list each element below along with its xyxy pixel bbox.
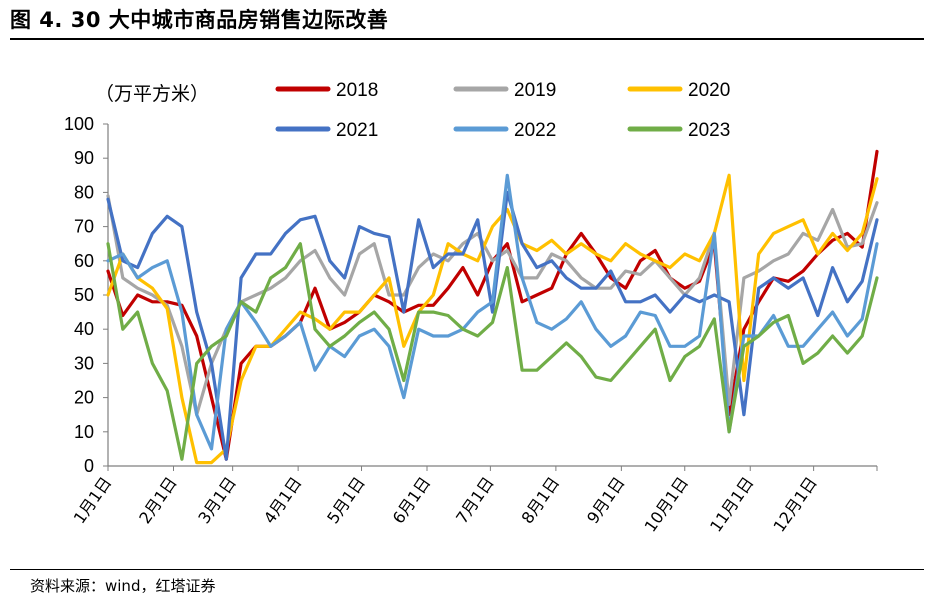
y-tick-label: 100 — [64, 114, 94, 134]
legend-label-2018: 2018 — [336, 80, 378, 101]
legend-label-2023: 2023 — [688, 120, 730, 141]
series-line-2023 — [106, 242, 879, 461]
y-axis: 0 10 20 30 40 50 60 70 80 90 100 — [64, 114, 109, 476]
x-tick-label: 4月1日 — [260, 473, 306, 527]
y-tick-label: 50 — [74, 285, 94, 305]
series-line-2020 — [106, 173, 879, 465]
x-tick-label: 5月1日 — [323, 473, 369, 527]
x-tick-label: 7月1日 — [452, 473, 498, 527]
x-tick-label: 9月1日 — [583, 473, 629, 527]
y-tick-label: 90 — [74, 148, 94, 168]
y-tick-label: 70 — [74, 217, 94, 237]
y-tick-label: 60 — [74, 251, 94, 271]
y-tick-label: 40 — [74, 319, 94, 339]
x-tick-label: 11月1日 — [706, 473, 757, 535]
source-divider — [10, 569, 924, 570]
y-tick-label: 80 — [74, 182, 94, 202]
x-tick-label: 6月1日 — [389, 473, 435, 527]
legend-label-2019: 2019 — [514, 80, 556, 101]
chart-title: 图 4. 30 大中城市商品房销售边际改善 — [10, 8, 389, 32]
source-note: 资料来源：wind，红塔证券 — [30, 577, 216, 595]
x-axis: 1月1日 2月1日 3月1日 4月1日 5月1日 6月1日 7月1日 8月1日 9月1日 10月1… — [70, 465, 878, 536]
series-line-2021 — [106, 190, 879, 461]
legend-label-2020: 2020 — [688, 80, 730, 101]
x-tick-label: 8月1日 — [518, 473, 564, 527]
y-axis-unit-label: （万平方米） — [95, 83, 209, 105]
x-tick-label: 2月1日 — [135, 473, 181, 527]
y-tick-label: 0 — [84, 456, 94, 476]
legend-label-2022: 2022 — [514, 120, 556, 141]
legend: 2018 2019 2020 2021 2022 2023 — [275, 80, 730, 141]
series-lines — [106, 149, 879, 465]
title-divider — [10, 38, 924, 40]
x-tick-label: 3月1日 — [194, 473, 240, 527]
legend-label-2021: 2021 — [336, 120, 378, 141]
y-tick-label: 30 — [74, 353, 94, 373]
x-tick-label: 12月1日 — [769, 473, 820, 535]
x-tick-label: 10月1日 — [641, 473, 692, 535]
y-tick-label: 20 — [74, 388, 94, 408]
y-tick-label: 10 — [74, 422, 94, 442]
x-tick-label: 1月1日 — [70, 473, 116, 527]
